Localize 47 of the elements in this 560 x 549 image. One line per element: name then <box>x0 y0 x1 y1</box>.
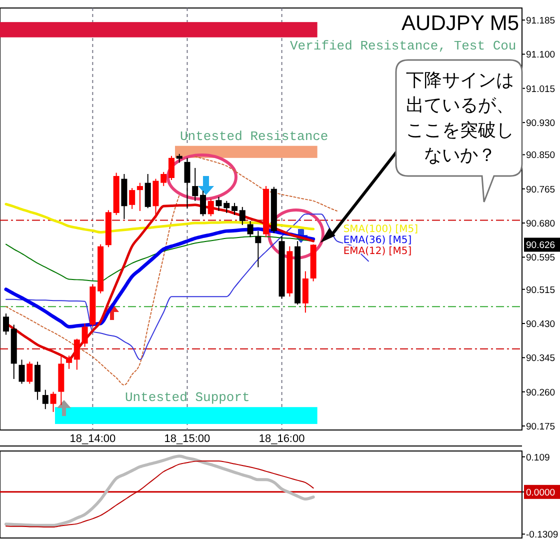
y-tick-label: 90.850 <box>526 150 556 162</box>
candlestick <box>26 361 33 384</box>
candlestick <box>82 322 88 348</box>
y-tick-label: 0.0000 <box>526 487 556 498</box>
candlestick <box>255 230 262 268</box>
candlestick <box>184 157 190 209</box>
y-tick-label: -0.1309 <box>526 530 558 541</box>
candlestick <box>18 359 25 384</box>
y-tick-label: 90.430 <box>526 318 556 330</box>
candlestick <box>74 338 80 370</box>
y-tick-label: 90.515 <box>526 284 556 296</box>
text: 90.626 <box>526 240 556 252</box>
candlestick <box>42 389 48 410</box>
y-tick-label: 91.015 <box>526 84 556 95</box>
candlestick <box>208 198 214 217</box>
y-tick-label: 90.345 <box>526 353 556 364</box>
band-label: Untested Support <box>125 390 250 406</box>
y-tick-label: 90.765 <box>526 184 556 196</box>
candlestick <box>168 155 174 181</box>
y-tick-label: 91.100 <box>526 50 556 61</box>
text: AUDJPY M5 <box>402 12 519 35</box>
candlestick <box>66 355 72 370</box>
y-tick-label: 90.680 <box>526 218 556 230</box>
band-label: Verified Resistance, Test Cou <box>290 38 516 54</box>
candlestick <box>247 220 254 238</box>
candlestick <box>160 171 167 187</box>
text: SMA(100) [M5] <box>343 224 418 236</box>
band-label: Untested Resistance <box>180 128 328 144</box>
text: EMA(36) [M5] <box>343 235 412 246</box>
candlestick <box>192 167 198 202</box>
candlestick <box>50 391 56 412</box>
y-tick-label: 90.260 <box>526 387 556 398</box>
candlestick <box>136 182 143 212</box>
y-tick-label: 91.185 <box>526 16 556 27</box>
candlestick <box>129 188 136 210</box>
y-tick-label: 90.175 <box>526 421 556 432</box>
candlestick <box>200 190 206 217</box>
x-tick-label: 18_14:00 <box>70 433 116 445</box>
text: 下降サインは出ているが、ここを突破しないか？ <box>406 70 514 166</box>
x-tick-label: 18_16:00 <box>258 433 305 445</box>
candlestick <box>3 312 9 336</box>
y-tick-label: 0.109 <box>526 452 550 464</box>
x-tick-label: 18_15:00 <box>164 433 210 445</box>
candlestick <box>232 202 238 216</box>
y-tick-label: 90.930 <box>526 118 556 130</box>
y-tick-label: 90.595 <box>526 252 556 264</box>
candlestick <box>239 206 246 226</box>
